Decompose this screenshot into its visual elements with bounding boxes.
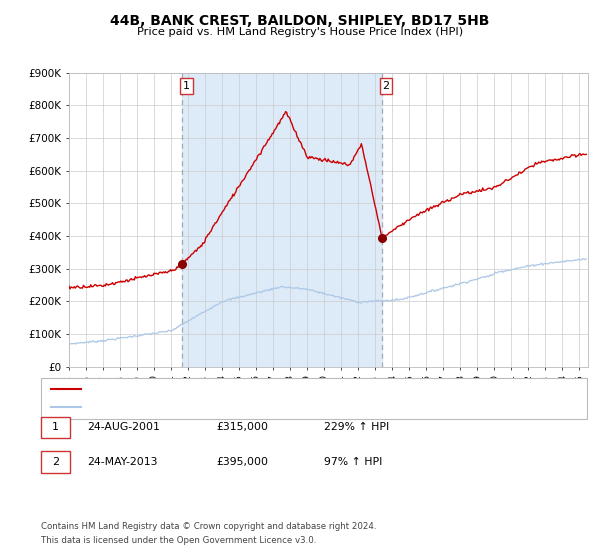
Text: Price paid vs. HM Land Registry's House Price Index (HPI): Price paid vs. HM Land Registry's House … [137, 27, 463, 37]
Text: 24-AUG-2001: 24-AUG-2001 [87, 422, 160, 432]
Text: £315,000: £315,000 [216, 422, 268, 432]
Bar [182, 73, 382, 367]
Text: 24-MAY-2013: 24-MAY-2013 [87, 457, 157, 467]
Text: Contains HM Land Registry data © Crown copyright and database right 2024.: Contains HM Land Registry data © Crown c… [41, 522, 376, 531]
Text: 229% ↑ HPI: 229% ↑ HPI [324, 422, 389, 432]
Text: 2: 2 [383, 81, 390, 91]
Text: 2: 2 [52, 457, 59, 467]
Text: 44B, BANK CREST, BAILDON, SHIPLEY, BD17 5HB (detached house): 44B, BANK CREST, BAILDON, SHIPLEY, BD17 … [87, 385, 437, 394]
Text: HPI: Average price, detached house, Bradford: HPI: Average price, detached house, Brad… [87, 403, 325, 412]
Text: This data is licensed under the Open Government Licence v3.0.: This data is licensed under the Open Gov… [41, 536, 316, 545]
Text: £395,000: £395,000 [216, 457, 268, 467]
Text: 44B, BANK CREST, BAILDON, SHIPLEY, BD17 5HB: 44B, BANK CREST, BAILDON, SHIPLEY, BD17 … [110, 14, 490, 28]
Text: 1: 1 [183, 81, 190, 91]
Text: 1: 1 [52, 422, 59, 432]
Text: 97% ↑ HPI: 97% ↑ HPI [324, 457, 382, 467]
